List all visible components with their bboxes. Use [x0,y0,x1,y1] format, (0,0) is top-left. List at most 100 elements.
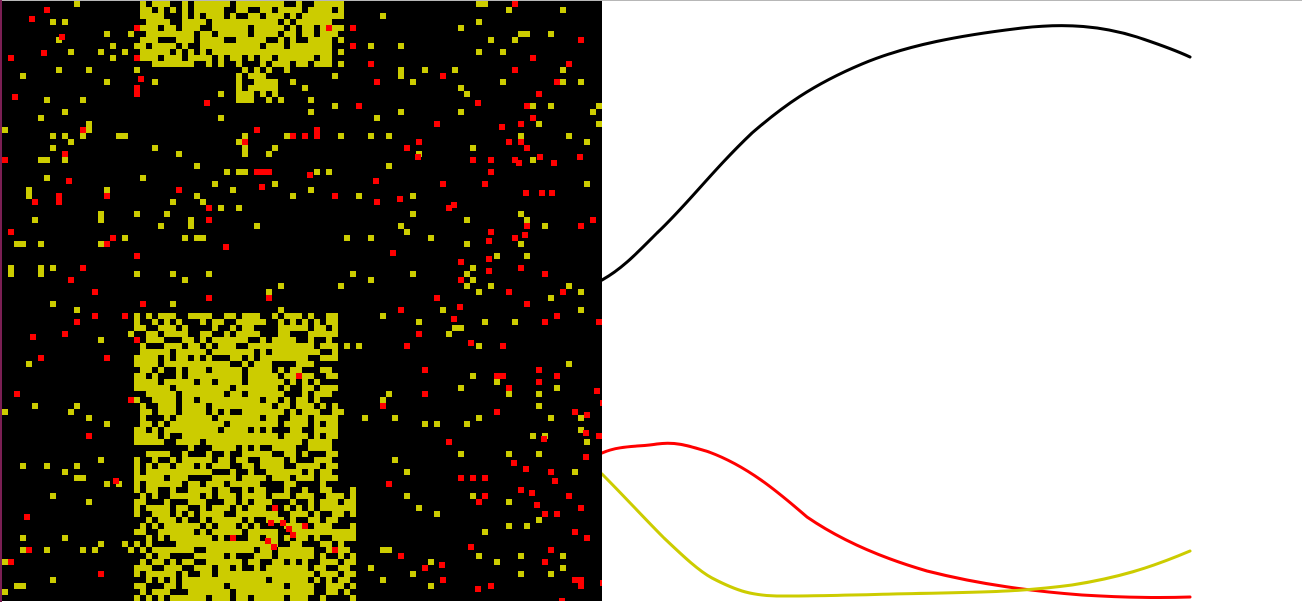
vegetation-cell [284,421,290,427]
vegetation-cell [182,325,188,331]
vegetation-cell [266,469,272,475]
population-graph [602,1,1302,601]
vegetation-cell [548,415,554,421]
vegetation-cell [152,481,158,487]
vegetation-cell [296,49,302,55]
hotspot-cell [356,103,362,109]
vegetation-cell [308,505,314,511]
vegetation-cell [104,421,110,427]
vegetation-cell [290,13,296,19]
vegetation-cell [200,415,206,421]
vegetation-cell [350,271,356,277]
vegetation-cell [302,49,308,55]
vegetation-cell [218,439,224,445]
hotspot-cell [26,547,32,553]
vegetation-cell [248,325,254,331]
vegetation-cell [68,49,74,55]
vegetation-cell [104,187,110,193]
hotspot-cell [512,1,518,7]
vegetation-cell [206,469,212,475]
vegetation-cell [194,193,200,199]
vegetation-cell [2,409,8,415]
vegetation-cell [452,325,458,331]
vegetation-cell [188,379,194,385]
vegetation-cell [218,571,224,577]
vegetation-cell [266,553,272,559]
vegetation-cell [212,37,218,43]
vegetation-cell [158,61,164,67]
vegetation-cell [218,25,224,31]
vegetation-cell [518,241,524,247]
vegetation-cell [326,559,332,565]
vegetation-cell [230,427,236,433]
vegetation-cell [242,457,248,463]
vegetation-cell [248,559,254,565]
vegetation-cell [326,385,332,391]
vegetation-cell [332,421,338,427]
vegetation-cell [302,319,308,325]
hotspot-cell [8,55,14,61]
vegetation-cell [176,343,182,349]
vegetation-cell [260,85,266,91]
hotspot-cell [506,289,512,295]
vegetation-cell [278,49,284,55]
vegetation-cell [188,409,194,415]
hotspot-cell [80,265,86,271]
grid-background [2,1,602,601]
vegetation-cell [290,319,296,325]
vegetation-cell [218,361,224,367]
vegetation-cell [74,403,80,409]
vegetation-cell [164,529,170,535]
vegetation-cell [236,73,242,79]
vegetation-cell [200,583,206,589]
vegetation-cell [254,379,260,385]
vegetation-cell [206,427,212,433]
vegetation-cell [164,433,170,439]
vegetation-cell [236,37,242,43]
vegetation-cell [320,25,326,31]
vegetation-cell [230,337,236,343]
vegetation-cell [314,517,320,523]
vegetation-cell [206,415,212,421]
hotspot-cell [373,178,379,184]
vegetation-cell [380,577,386,583]
vegetation-cell [50,301,56,307]
vegetation-cell [254,541,260,547]
vegetation-cell [134,379,140,385]
vegetation-cell [284,565,290,571]
vegetation-cell [428,583,434,589]
vegetation-cell [176,565,182,571]
vegetation-cell [338,493,344,499]
vegetation-cell [206,7,212,13]
hotspot-cell [500,343,506,349]
vegetation-cell [182,19,188,25]
vegetation-cell [332,409,338,415]
vegetation-cell [248,85,254,91]
vegetation-cell [314,535,320,541]
vegetation-cell [152,487,158,493]
vegetation-cell [218,535,224,541]
vegetation-cell [218,559,224,565]
hotspot-cell [134,337,140,343]
vegetation-cell [224,577,230,583]
vegetation-cell [230,325,236,331]
vegetation-cell [188,493,194,499]
vegetation-cell [236,85,242,91]
vegetation-cell [272,343,278,349]
vegetation-cell [140,547,146,553]
vegetation-cell [200,577,206,583]
vegetation-cell [224,433,230,439]
vegetation-cell [302,397,308,403]
vegetation-cell [266,583,272,589]
vegetation-cell [290,343,296,349]
vegetation-cell [170,523,176,529]
vegetation-cell [206,547,212,553]
vegetation-cell [296,439,302,445]
vegetation-cell [146,595,152,601]
vegetation-cell [182,577,188,583]
vegetation-cell [296,361,302,367]
vegetation-cell [104,481,110,487]
vegetation-cell [254,427,260,433]
vegetation-cell [254,361,260,367]
vegetation-cell [230,445,236,451]
